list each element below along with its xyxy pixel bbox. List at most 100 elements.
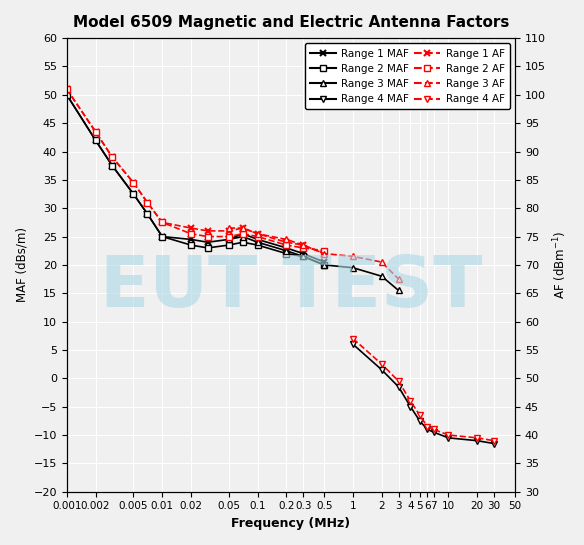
Range 1 MAF [63, 92, 70, 98]
Range 1 AF [144, 199, 151, 206]
Range 1 MAF [283, 245, 290, 251]
Range 2 MAF [300, 253, 307, 259]
Range 1 AF [92, 129, 99, 135]
Range 3 AF [395, 276, 402, 282]
Range 2 AF [130, 179, 137, 186]
Range 3 MAF [349, 264, 356, 271]
Range 2 AF [239, 231, 246, 237]
Range 3 AF [378, 259, 385, 265]
Range 3 AF [239, 225, 246, 231]
Range 1 MAF [144, 210, 151, 217]
Range 4 MAF [407, 403, 414, 410]
Text: EUT TEST: EUT TEST [100, 253, 482, 322]
Range 4 MAF [395, 384, 402, 390]
Range 1 AF [300, 242, 307, 249]
Range 1 MAF [204, 239, 211, 245]
Range 3 AF [300, 242, 307, 249]
Range 4 MAF [424, 426, 431, 433]
Line: Range 4 MAF: Range 4 MAF [350, 341, 498, 447]
Range 3 AF [225, 225, 232, 231]
Range 1 MAF [187, 236, 194, 243]
Range 2 MAF [283, 250, 290, 257]
Range 1 AF [321, 250, 328, 257]
Y-axis label: AF (dBm$^{-1}$): AF (dBm$^{-1}$) [551, 231, 569, 299]
Range 3 MAF [378, 273, 385, 280]
Range 1 MAF [300, 250, 307, 257]
Line: Range 3 MAF: Range 3 MAF [225, 233, 402, 294]
Range 2 MAF [92, 137, 99, 143]
Range 1 AF [109, 154, 116, 160]
Range 1 MAF [254, 236, 261, 243]
Range 2 MAF [204, 245, 211, 251]
Range 1 AF [63, 86, 70, 93]
Range 4 AF [474, 434, 481, 441]
Range 2 MAF [63, 92, 70, 98]
Range 4 AF [416, 412, 423, 419]
Range 1 MAF [130, 191, 137, 197]
Range 4 MAF [349, 341, 356, 348]
Range 2 MAF [159, 233, 166, 240]
Range 3 AF [254, 231, 261, 237]
Range 1 MAF [239, 231, 246, 237]
Range 1 AF [283, 239, 290, 245]
Range 3 AF [321, 250, 328, 257]
Range 1 AF [254, 231, 261, 237]
Range 3 MAF [395, 287, 402, 294]
Range 3 MAF [300, 253, 307, 259]
Range 2 MAF [254, 242, 261, 249]
Range 1 MAF [225, 236, 232, 243]
Range 3 MAF [225, 236, 232, 243]
Title: Model 6509 Magnetic and Electric Antenna Factors: Model 6509 Magnetic and Electric Antenna… [73, 15, 509, 30]
Range 2 AF [109, 154, 116, 160]
Range 2 AF [300, 245, 307, 251]
Range 3 AF [349, 253, 356, 259]
Range 4 AF [491, 438, 498, 444]
Range 1 MAF [92, 137, 99, 143]
Range 2 MAF [321, 262, 328, 268]
Range 4 AF [407, 398, 414, 404]
Range 1 MAF [321, 259, 328, 265]
Range 2 MAF [144, 210, 151, 217]
Range 1 AF [187, 225, 194, 231]
Range 2 AF [254, 233, 261, 240]
Range 4 MAF [474, 438, 481, 444]
Range 1 AF [239, 225, 246, 231]
Range 3 MAF [283, 247, 290, 254]
Range 1 AF [159, 219, 166, 226]
Range 2 AF [225, 233, 232, 240]
Range 2 AF [63, 86, 70, 93]
Range 2 AF [144, 199, 151, 206]
Range 4 AF [378, 361, 385, 367]
Line: Range 2 MAF: Range 2 MAF [63, 92, 328, 268]
Range 4 AF [424, 423, 431, 430]
Range 2 MAF [225, 242, 232, 249]
Range 4 MAF [491, 440, 498, 447]
Range 1 AF [130, 179, 137, 186]
Range 3 AF [283, 236, 290, 243]
Y-axis label: MAF (dBs/m): MAF (dBs/m) [15, 227, 28, 302]
Range 2 AF [92, 129, 99, 135]
Range 2 MAF [239, 239, 246, 245]
Range 1 AF [225, 228, 232, 234]
Line: Range 1 AF: Range 1 AF [63, 86, 328, 257]
Range 2 AF [321, 247, 328, 254]
Range 2 AF [159, 219, 166, 226]
Legend: Range 1 MAF, Range 2 MAF, Range 3 MAF, Range 4 MAF, Range 1 AF, Range 2 AF, Rang: Range 1 MAF, Range 2 MAF, Range 3 MAF, R… [305, 43, 510, 110]
Line: Range 3 AF: Range 3 AF [225, 225, 402, 282]
Range 1 AF [204, 228, 211, 234]
Range 3 MAF [321, 262, 328, 268]
Range 2 MAF [130, 191, 137, 197]
Range 2 MAF [187, 242, 194, 249]
X-axis label: Frequency (MHz): Frequency (MHz) [231, 517, 350, 530]
Range 1 MAF [109, 162, 116, 169]
Range 3 MAF [254, 239, 261, 245]
Line: Range 4 AF: Range 4 AF [350, 335, 498, 444]
Range 2 AF [204, 233, 211, 240]
Range 3 MAF [239, 233, 246, 240]
Range 2 AF [187, 231, 194, 237]
Range 4 MAF [445, 434, 452, 441]
Range 4 AF [395, 378, 402, 384]
Range 2 AF [283, 242, 290, 249]
Range 4 MAF [416, 417, 423, 424]
Line: Range 1 MAF: Range 1 MAF [63, 92, 328, 265]
